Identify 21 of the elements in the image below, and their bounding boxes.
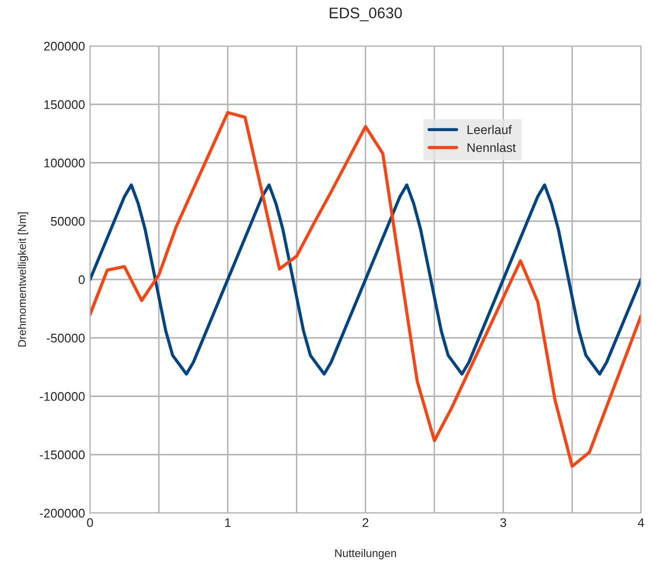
y-tick-label: -100000 — [40, 392, 85, 401]
y-tick-label: -200000 — [40, 508, 85, 518]
y-tick-label: 200000 — [44, 42, 85, 51]
y-tick-label: 150000 — [44, 100, 85, 110]
x-tick-label: 3 — [500, 518, 506, 528]
x-tick-label: 1 — [225, 518, 231, 527]
y-tick-label: -150000 — [40, 450, 85, 460]
y-tick-label: 100000 — [44, 158, 85, 168]
x-axis-title: Nutteilungen — [335, 548, 396, 560]
x-tick-label: 0 — [87, 518, 93, 528]
y-tick-label: 50000 — [50, 216, 85, 226]
line-series — [90, 111, 641, 468]
y-tick-label: 0 — [78, 275, 85, 284]
x-tick-label: 4 — [638, 518, 644, 527]
y-axis-title: Drehmomentwelligkeit [Nm] — [18, 212, 28, 347]
chart-title: EDS_0630 — [330, 8, 402, 22]
y-tick-label: -50000 — [46, 334, 85, 343]
line-series — [90, 183, 641, 376]
legend-label: Nennlast — [468, 142, 516, 152]
legend-label: Leerlauf — [468, 124, 512, 134]
x-tick-label: 2 — [362, 518, 368, 527]
